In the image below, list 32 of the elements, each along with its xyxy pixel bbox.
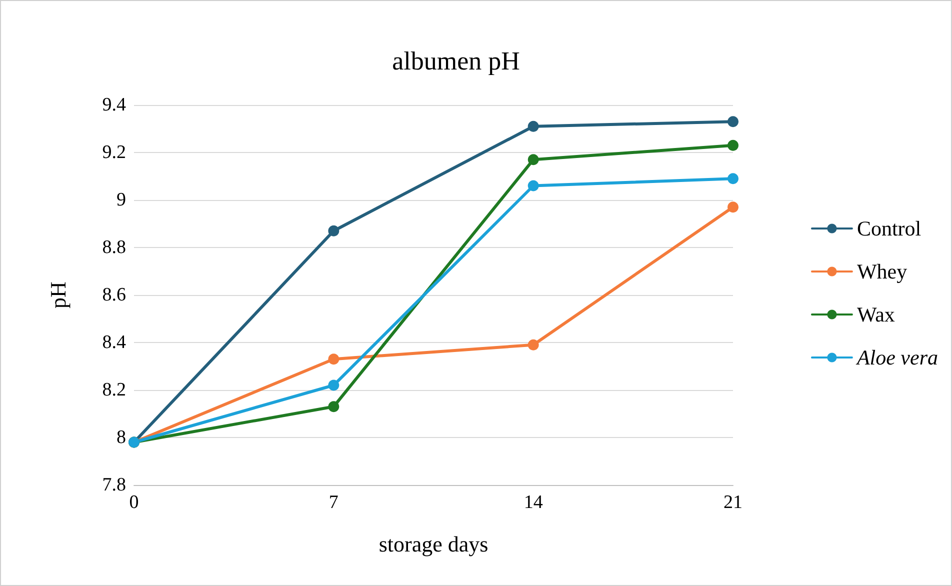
- point: [728, 140, 738, 151]
- legend-label: Whey: [856, 260, 908, 284]
- point: [728, 202, 738, 213]
- point: [328, 354, 340, 365]
- x-tick-label: 7: [328, 492, 338, 513]
- point: [528, 120, 539, 132]
- y-tick-label: 9.4: [102, 94, 126, 116]
- legend-label: Control: [856, 216, 922, 240]
- point: [728, 173, 738, 184]
- point: [328, 225, 340, 236]
- point: [728, 116, 738, 128]
- point: [328, 401, 340, 412]
- y-tick-label: 8.4: [102, 332, 126, 353]
- x-axis-title: storage days: [378, 532, 488, 556]
- y-tick-label: 9: [116, 190, 126, 210]
- y-tick-label: 8.2: [102, 380, 126, 400]
- point: [528, 339, 539, 350]
- point: [528, 154, 539, 166]
- x-tick-label: 0: [129, 492, 139, 513]
- y-tick-label: 7.8: [102, 474, 126, 496]
- y-tick-label: 8: [116, 427, 126, 448]
- x-tick-label: 14: [524, 492, 544, 513]
- y-tick-label: 8.8: [102, 237, 126, 258]
- legend-label: Wax: [856, 302, 896, 326]
- point: [328, 380, 340, 391]
- y-axis-title: pH: [46, 281, 70, 308]
- x-tick-label: 21: [724, 492, 742, 513]
- chart-title: albumen pH: [392, 46, 520, 76]
- y-tick-label: 8.6: [102, 284, 126, 306]
- y-tick-label: 9.2: [102, 142, 126, 163]
- legend-label: Aloe vera: [854, 346, 938, 370]
- point: [528, 180, 539, 192]
